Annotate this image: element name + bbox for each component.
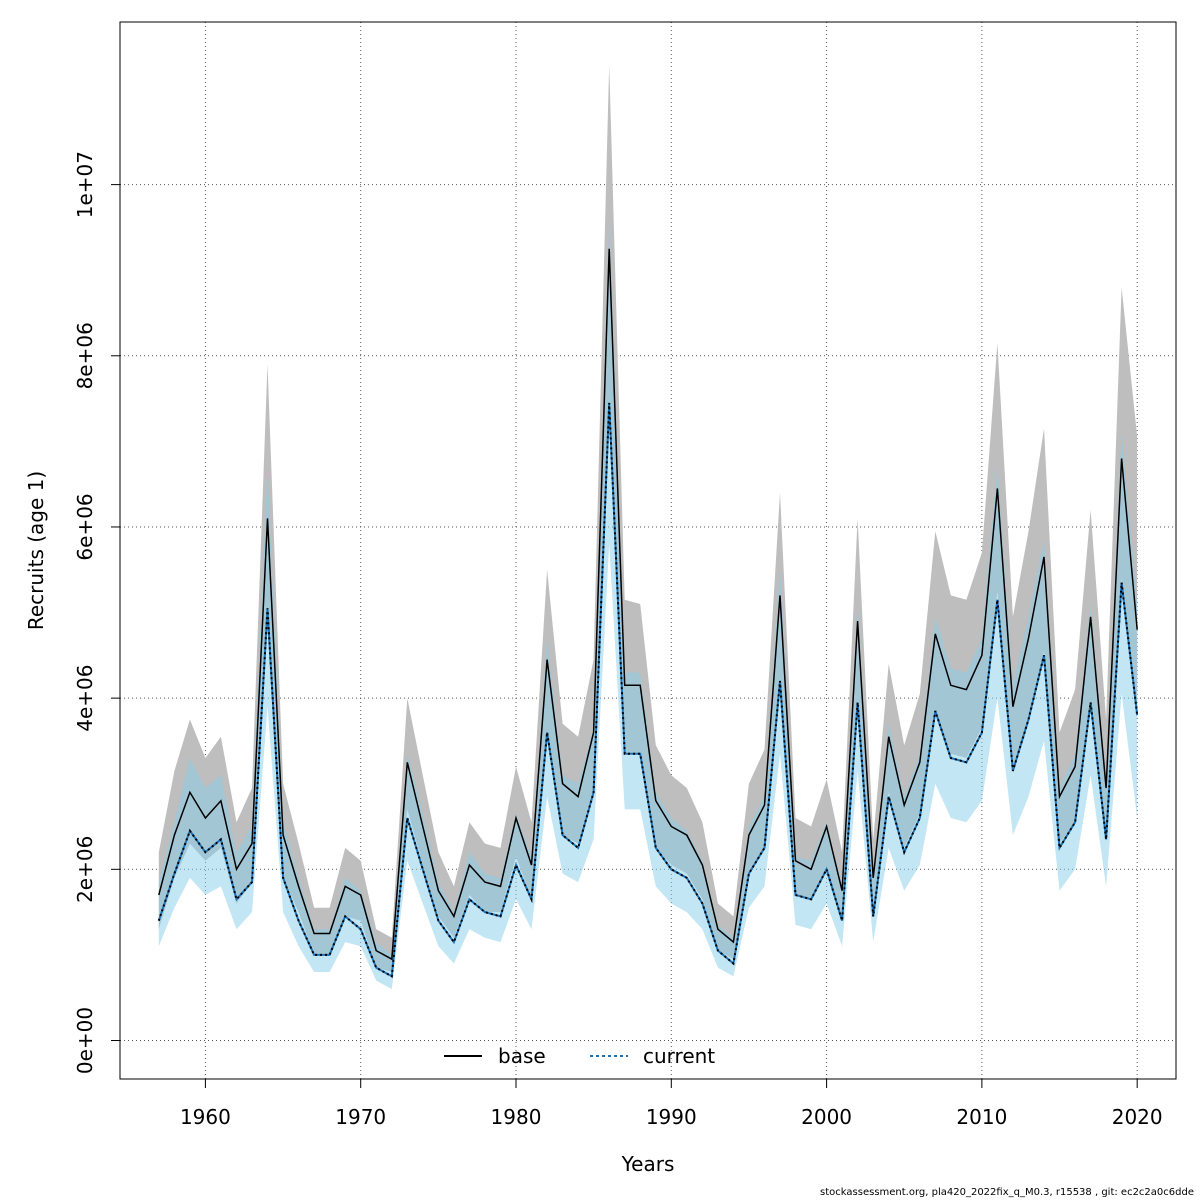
x-axis-title: Years (621, 1152, 675, 1176)
x-tick-label-2000: 2000 (801, 1105, 852, 1129)
legend: base current (444, 1044, 715, 1068)
line-current-dots (157, 402, 1139, 978)
x-tick-label-2020: 2020 (1112, 1105, 1163, 1129)
y-tick-label-0e+00: 0e+00 (73, 1007, 97, 1074)
footer-note: stockassessment.org, pla420_2022fix_q_M0… (820, 1187, 1194, 1198)
x-tick-label-1960: 1960 (180, 1105, 231, 1129)
grid-lines (120, 22, 1176, 1079)
band-current (158, 223, 1138, 990)
confidence-bands (158, 64, 1138, 990)
x-tick-label-1970: 1970 (335, 1105, 386, 1129)
series-lines (157, 248, 1139, 978)
line-base (158, 248, 1138, 961)
y-tick-label-8e+06: 8e+06 (73, 322, 97, 389)
x-tick-label-1990: 1990 (646, 1105, 697, 1129)
x-axis: 1960 1970 1980 1990 2000 2010 2020 (180, 1078, 1163, 1129)
y-tick-label-4e+06: 4e+06 (73, 665, 97, 732)
legend-label-base: base (498, 1044, 546, 1068)
y-tick-label-1e+07: 1e+07 (73, 151, 97, 218)
plot-frame (119, 21, 1177, 1080)
y-axis: 0e+00 2e+06 4e+06 6e+06 8e+06 1e+07 (73, 151, 121, 1074)
legend-label-current: current (643, 1044, 715, 1068)
y-tick-label-2e+06: 2e+06 (73, 836, 97, 903)
x-tick-label-2010: 2010 (956, 1105, 1007, 1129)
x-tick-label-1980: 1980 (491, 1105, 542, 1129)
y-axis-title: Recruits (age 1) (24, 471, 48, 630)
y-tick-label-6e+06: 6e+06 (73, 493, 97, 560)
